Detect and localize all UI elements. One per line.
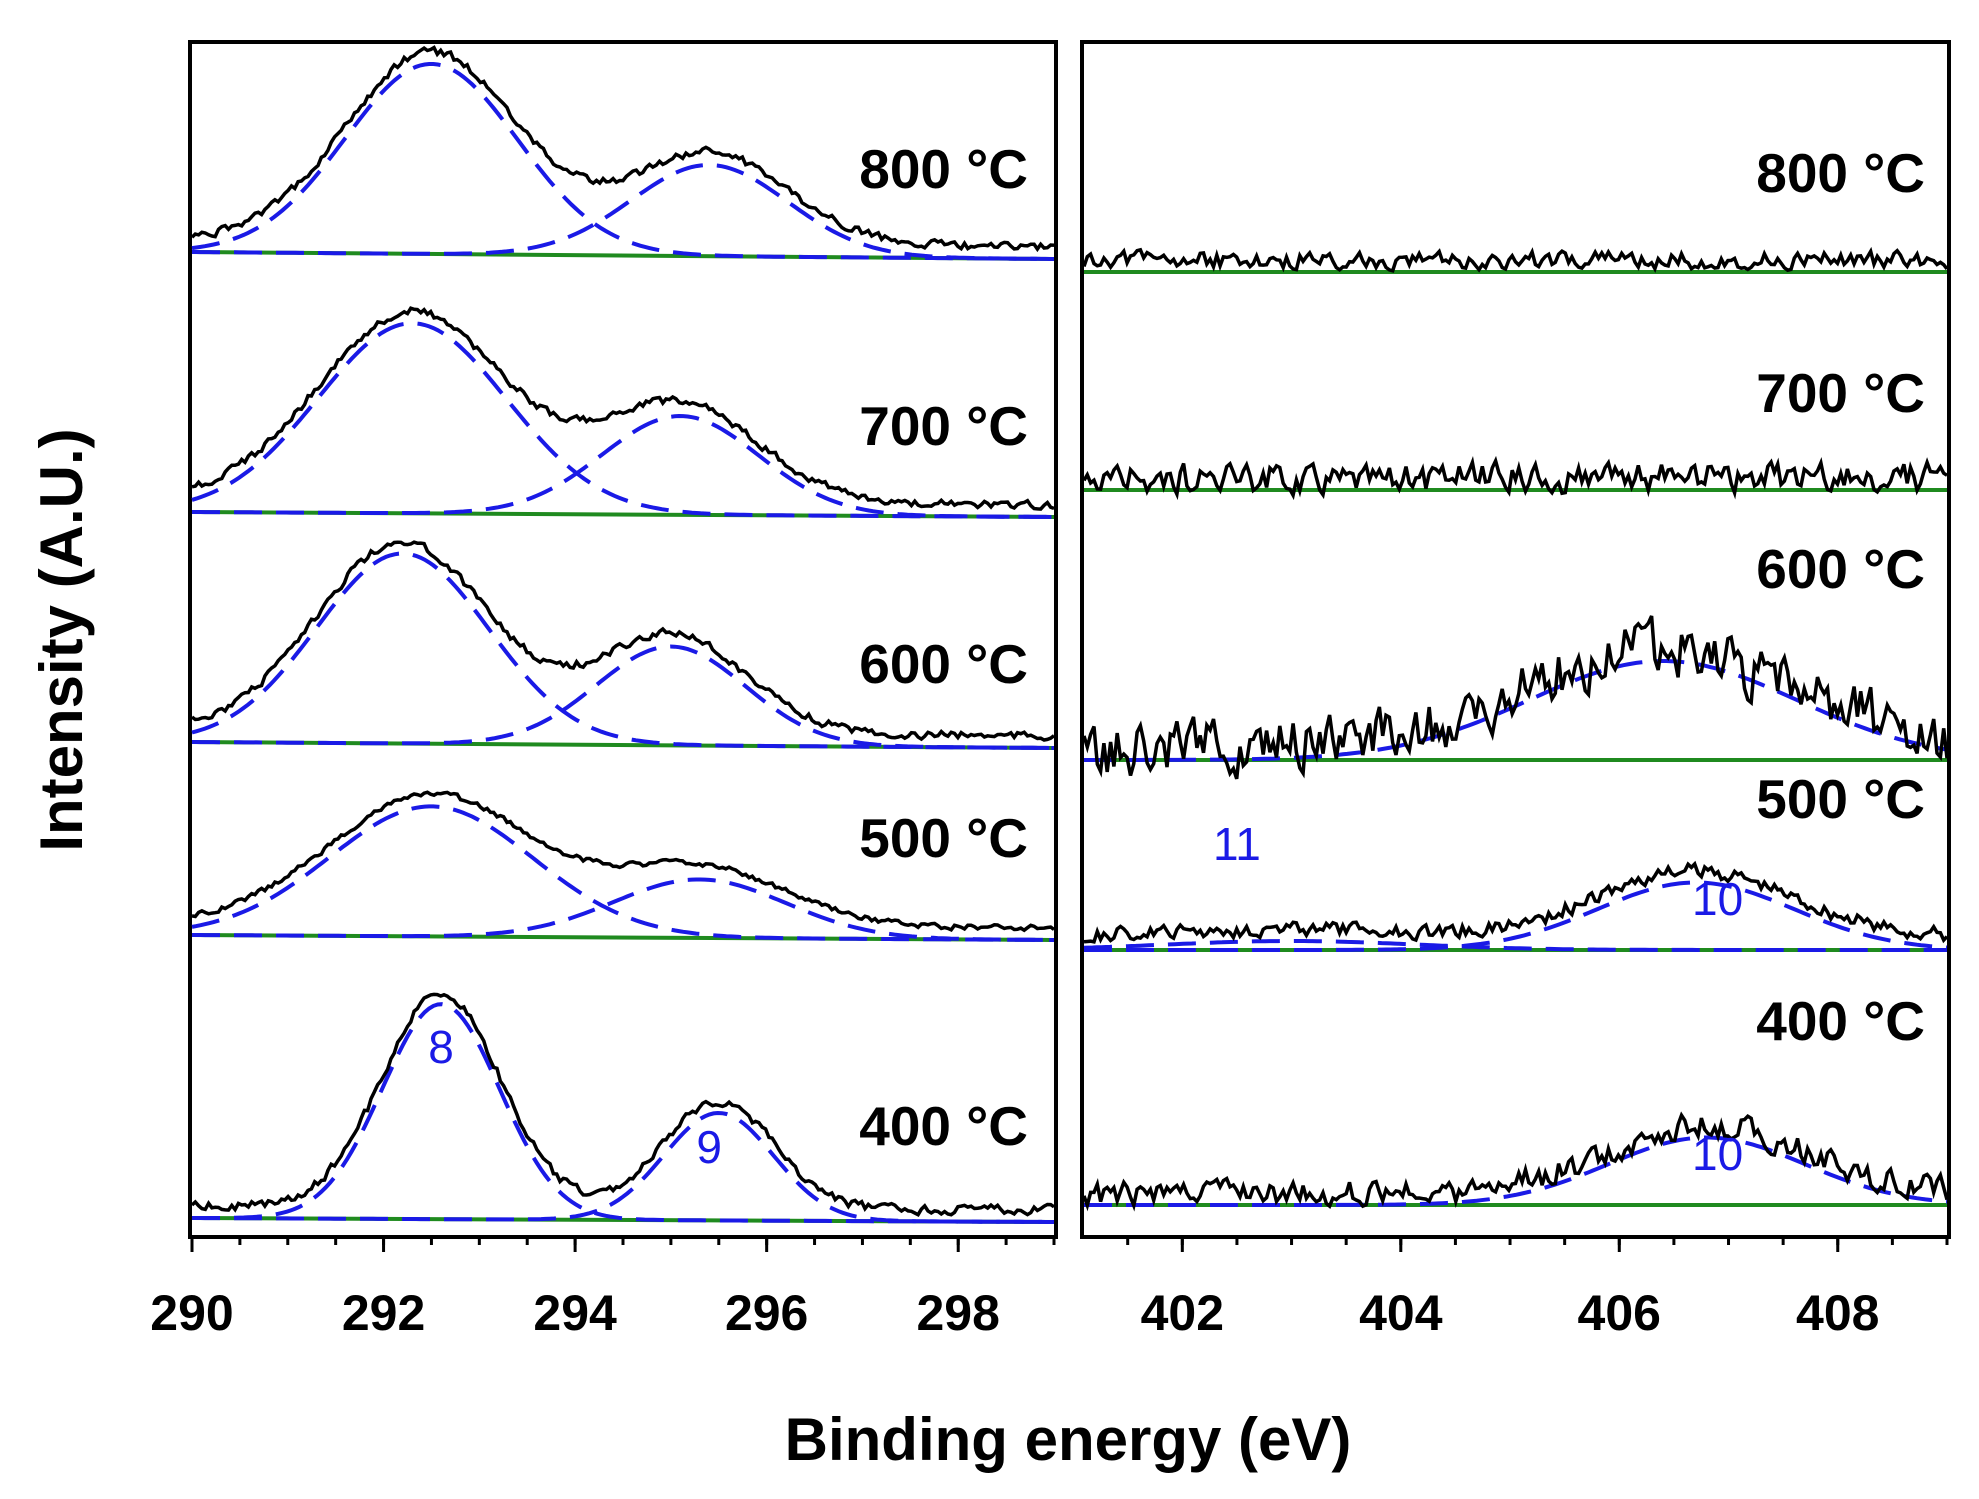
- y-axis-label: Intensity (A.U.): [28, 428, 95, 851]
- peak-label: 8: [428, 1021, 454, 1073]
- temperature-label: 700 °C: [859, 395, 1028, 457]
- temperature-label: 400 °C: [1756, 990, 1925, 1052]
- fit-component-1: [192, 644, 1054, 750]
- fit-component-1: [1083, 939, 1947, 952]
- x-tick-label: 408: [1796, 1285, 1879, 1341]
- temperature-label: 600 °C: [859, 633, 1028, 695]
- spectrum-right-1: 700 °C: [1082, 362, 1948, 501]
- measured-spectrum: [1082, 615, 1949, 780]
- spectrum-left-2: 600 °C: [190, 540, 1056, 750]
- spectrum-left-3: 500 °C: [191, 790, 1056, 942]
- spectrum-left-0: 800 °C: [190, 45, 1055, 261]
- measured-spectrum: [191, 790, 1056, 933]
- measured-spectrum: [190, 540, 1056, 742]
- x-tick-label: 292: [342, 1285, 425, 1341]
- spectrum-right-0: 800 °C: [1082, 142, 1949, 274]
- x-tick-label: 406: [1578, 1285, 1661, 1341]
- spectrum-left-4: 400 °C 8 9: [190, 992, 1055, 1224]
- fit-component-0: [1084, 880, 1948, 952]
- left-x-axis-ticks: 290 292 294 296 298: [150, 1237, 1056, 1341]
- fit-component-0: [192, 1002, 1054, 1224]
- left-panel-spectra: 800 °C 700 °C 600 °C 500 °C 400 °C 8 9: [190, 45, 1056, 1224]
- fit-component-1: [192, 413, 1054, 519]
- measured-spectrum: [1082, 246, 1949, 274]
- right-panel-spectra: 800 °C 700 °C 600 °C 500 °C 11 10 400 °C 10: [1082, 142, 1949, 1212]
- fit-component-1: [192, 877, 1054, 942]
- spectrum-right-2: 600 °C: [1082, 538, 1949, 780]
- measured-spectrum: [191, 306, 1055, 511]
- fit-component-1: [192, 162, 1054, 261]
- spectrum-right-4: 400 °C 10: [1082, 990, 1949, 1212]
- right-panel-frame: [1080, 40, 1951, 1239]
- peak-label: 10: [1692, 1128, 1743, 1180]
- peak-label: 11: [1213, 818, 1261, 870]
- temperature-label: 800 °C: [1756, 142, 1925, 204]
- fit-component-0: [191, 62, 1054, 261]
- spectrum-right-3: 500 °C 11 10: [1083, 768, 1949, 952]
- temperature-label: 600 °C: [1756, 538, 1925, 600]
- fit-component-1: [192, 1110, 1054, 1224]
- peak-label: 10: [1692, 873, 1743, 925]
- x-axis-label: Binding energy (eV): [785, 1406, 1352, 1473]
- right-x-axis-ticks: 402 404 406 408: [1126, 1237, 1949, 1341]
- x-tick-label: 290: [150, 1285, 233, 1341]
- measured-spectrum: [190, 992, 1055, 1218]
- temperature-label: 500 °C: [859, 807, 1028, 869]
- x-tick-label: 294: [533, 1285, 617, 1341]
- spectrum-left-1: 700 °C: [191, 306, 1055, 519]
- x-tick-label: 296: [725, 1285, 808, 1341]
- x-tick-label: 402: [1141, 1285, 1224, 1341]
- x-tick-label: 404: [1359, 1285, 1443, 1341]
- measured-spectrum: [1082, 1111, 1949, 1212]
- temperature-label: 500 °C: [1756, 768, 1925, 830]
- temperature-label: 400 °C: [859, 1095, 1028, 1157]
- measured-spectrum: [1083, 860, 1949, 944]
- x-tick-label: 298: [917, 1285, 1000, 1341]
- temperature-label: 800 °C: [859, 138, 1028, 200]
- measured-spectrum: [190, 45, 1055, 253]
- measured-spectrum: [1082, 455, 1948, 501]
- temperature-label: 700 °C: [1756, 362, 1925, 424]
- peak-label: 9: [696, 1121, 722, 1173]
